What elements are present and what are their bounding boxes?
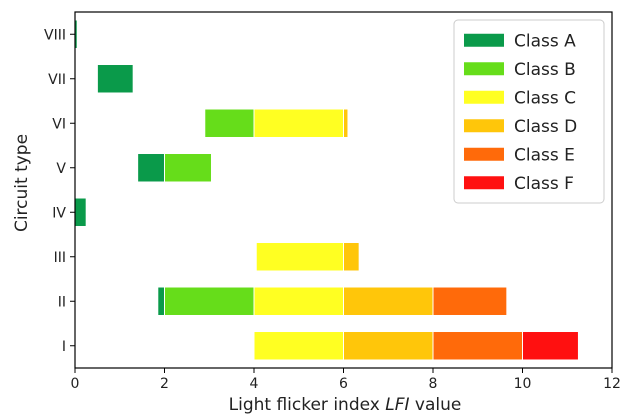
x-tick-label: 8 (429, 376, 438, 392)
bar-i-class-c (253, 331, 344, 361)
bar-ii-class-b (164, 286, 255, 316)
legend-swatch-class-b (464, 62, 504, 76)
bar-ii-class-c (253, 286, 344, 316)
legend-swatch-class-f (464, 176, 504, 190)
y-tick-label: VII (48, 72, 66, 88)
x-axis-title-italic: LFI (385, 395, 409, 414)
bar-vi-class-d (343, 108, 349, 138)
bar-vi-class-b (204, 108, 255, 138)
x-tick-label: 2 (160, 376, 169, 392)
legend-label-class-b: Class B (514, 60, 576, 80)
legend: Class A Class B Class C Class D Class E Class… (453, 19, 605, 204)
y-tick-label: III (54, 250, 66, 266)
bar-iii-class-c (255, 242, 344, 272)
bar-v-class-a (137, 153, 165, 183)
legend-swatch-class-a (464, 33, 504, 47)
bar-iii-class-d (343, 242, 360, 272)
x-tick-label: 12 (603, 376, 621, 392)
bar-v-class-b (164, 153, 212, 183)
bar-vii-class-a (96, 64, 134, 94)
legend-label-class-c: Class C (514, 88, 576, 108)
bar-i-class-f (522, 331, 579, 361)
bar-i-class-e (432, 331, 523, 361)
bars-layer (74, 19, 579, 361)
y-axis-title: Circuit type (12, 134, 32, 232)
x-tick-label: 6 (339, 376, 348, 392)
bar-ii-class-e (432, 286, 508, 316)
legend-swatch-class-e (464, 147, 504, 161)
legend-swatch-class-d (464, 119, 504, 133)
x-axis-title-prefix: Light flicker index (229, 395, 386, 414)
bar-ii-class-d (343, 286, 434, 316)
bar-vi-class-c (253, 108, 344, 138)
y-tick-label: VI (52, 116, 66, 132)
y-tick-label: V (56, 161, 66, 177)
legend-label-class-f: Class F (514, 174, 574, 194)
bar-i-class-d (343, 331, 434, 361)
legend-label-class-e: Class E (514, 145, 575, 165)
bar-iv-class-a (74, 197, 87, 227)
legend-swatch-class-c (464, 90, 504, 104)
y-tick-label: IV (52, 205, 66, 221)
y-tick-label: I (62, 339, 66, 355)
legend-label-class-a: Class A (514, 31, 576, 51)
bar-ii-class-a (157, 286, 166, 316)
x-tick-label: 4 (250, 376, 259, 392)
legend-label-class-d: Class D (514, 117, 577, 137)
y-tick-label: II (58, 294, 66, 310)
x-axis-title-suffix: value (415, 395, 461, 414)
x-tick-label: 0 (71, 376, 80, 392)
x-axis-title: Light flicker index LFI value (229, 395, 462, 414)
x-tick-label: 10 (514, 376, 532, 392)
y-tick-label: VIII (44, 27, 66, 43)
